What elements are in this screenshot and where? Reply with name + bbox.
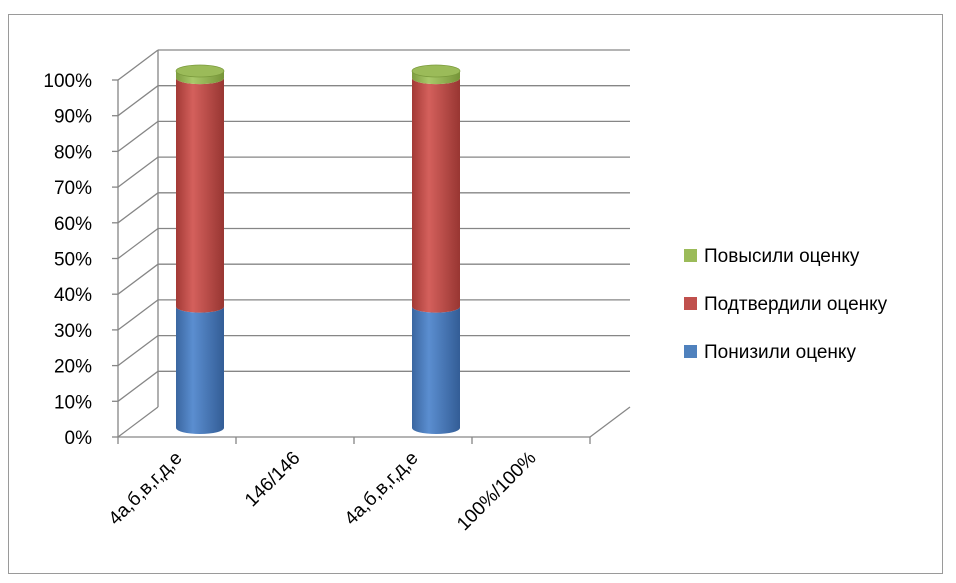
x-tick-label: 4а,б,в,г,д,е: [341, 448, 423, 530]
y-tick-label: 10%: [54, 392, 92, 413]
y-tick-label: 20%: [54, 357, 92, 378]
side-wall-line: [117, 263, 159, 295]
legend-label: Подтвердили оценку: [704, 294, 888, 315]
bar-segment: [176, 306, 224, 434]
y-tick-label: 40%: [54, 285, 92, 306]
axes: [112, 50, 631, 444]
x-tick-label: 146/146: [241, 448, 304, 511]
bar-segment: [412, 306, 460, 434]
y-tick-label: 70%: [54, 178, 92, 199]
y-tick-label: 90%: [54, 107, 92, 128]
side-wall-line: [117, 192, 159, 224]
y-tick-label: 80%: [54, 142, 92, 163]
x-tick-label: 4а,б,в,г,д,е: [105, 448, 187, 530]
y-tick-label: 50%: [54, 250, 92, 271]
y-tick-label: 30%: [54, 321, 92, 342]
bar-top-cap: [175, 64, 225, 78]
side-wall-line: [117, 156, 159, 188]
bar-segment: [412, 71, 460, 85]
bar-top-cap: [411, 64, 461, 78]
side-wall-line: [117, 49, 159, 81]
bars: [175, 64, 461, 434]
chart-frame: [8, 14, 943, 574]
bar-segment: [412, 78, 460, 313]
legend-label: Повысили оценку: [704, 246, 860, 267]
side-wall-line: [117, 120, 159, 152]
gridlines: [117, 49, 630, 438]
legend-swatch: [684, 297, 697, 310]
legend-swatch: [684, 249, 697, 262]
x-tick-label: 100%/100%: [453, 448, 540, 535]
legend-label: Понизили оценку: [704, 342, 856, 363]
bar-segment: [176, 71, 224, 85]
y-tick-label: 100%: [43, 71, 92, 92]
floor-edge: [589, 406, 631, 438]
legend-swatch: [684, 345, 697, 358]
y-tick-label: 0%: [65, 428, 93, 449]
bar-segment: [176, 78, 224, 313]
side-wall-line: [117, 85, 159, 117]
y-tick-label: 60%: [54, 214, 92, 235]
side-wall-line: [117, 299, 159, 331]
side-wall-line: [117, 370, 159, 402]
legend: Повысили оценку Подтвердили оценку Понизил…: [684, 246, 888, 363]
side-wall-line: [117, 406, 159, 438]
side-wall-line: [117, 335, 159, 367]
side-wall-line: [117, 227, 159, 260]
